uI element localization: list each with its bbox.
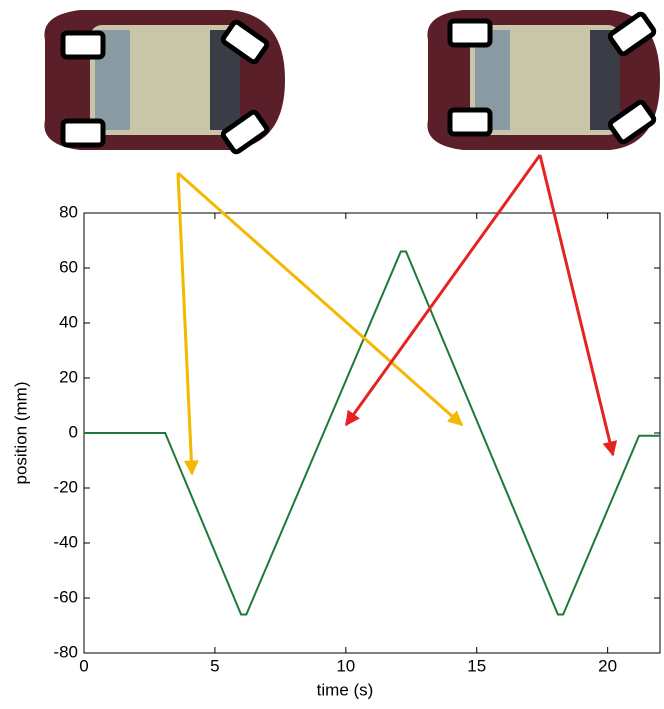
car-image bbox=[44, 10, 285, 153]
x-tick-label: 20 bbox=[598, 656, 617, 675]
y-tick-label: 80 bbox=[59, 202, 78, 221]
y-tick-label: 20 bbox=[59, 367, 78, 386]
axes-box bbox=[84, 213, 660, 653]
x-axis-label: time (s) bbox=[317, 680, 374, 699]
y-tick-label: -80 bbox=[53, 642, 78, 661]
y-tick-label: 0 bbox=[69, 422, 78, 441]
x-tick-label: 10 bbox=[336, 656, 355, 675]
x-tick-label: 5 bbox=[210, 656, 219, 675]
chart: 0 5 10 15 20 -80 -60 -40 -20 0 20 40 60 80 time (s) p… bbox=[0, 0, 664, 704]
y-tick-label: -60 bbox=[53, 587, 78, 606]
y-axis-label: position (mm) bbox=[11, 382, 30, 485]
y-tick-label: -20 bbox=[53, 477, 78, 496]
page: 0 5 10 15 20 -80 -60 -40 -20 0 20 40 60 80 time (s) p… bbox=[0, 0, 664, 709]
x-tick-label: 0 bbox=[79, 656, 88, 675]
y-tick-label: 40 bbox=[59, 312, 78, 331]
car-image bbox=[427, 10, 660, 150]
x-tick-label: 15 bbox=[467, 656, 486, 675]
y-tick-label: -40 bbox=[53, 532, 78, 551]
y-tick-label: 60 bbox=[59, 257, 78, 276]
